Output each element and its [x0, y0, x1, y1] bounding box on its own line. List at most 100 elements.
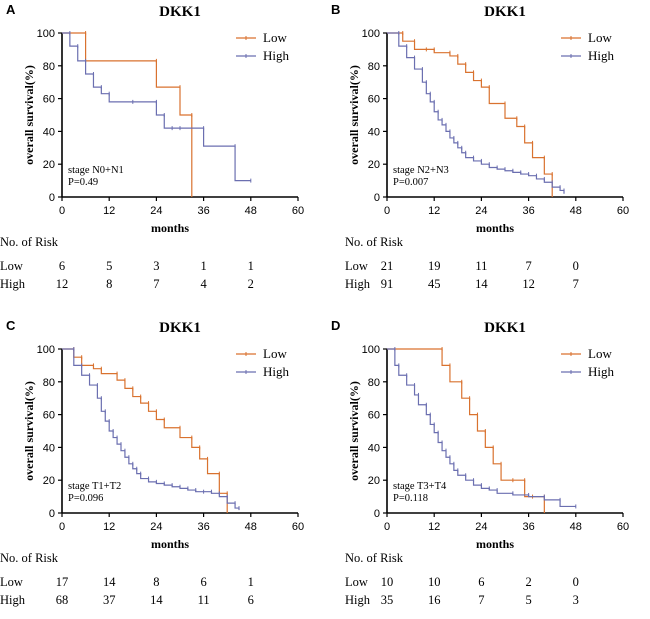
risk-value: 5	[525, 593, 531, 607]
x-tick-label: 48	[245, 521, 257, 533]
panel-c: C DKK1 0 20 40 60 80 100 0 12 24 36 48 60 months overal…	[0, 316, 325, 619]
x-tick-label: 36	[522, 205, 534, 217]
x-tick-label: 48	[570, 205, 582, 217]
legend-label-high: High	[588, 48, 615, 63]
stat-annotation: P=0.118	[393, 493, 428, 504]
y-axis-title: overall survival(%)	[347, 381, 361, 481]
risk-value: 17	[56, 575, 69, 589]
risk-table-header: No. of Risk	[345, 551, 404, 565]
risk-row-label: Low	[0, 259, 23, 273]
risk-row-label: High	[0, 593, 26, 607]
risk-value: 10	[428, 575, 441, 589]
risk-value: 2	[248, 277, 254, 291]
series-line-high	[62, 32, 251, 182]
y-tick-label: 60	[368, 94, 380, 106]
y-axis-title: overall survival(%)	[347, 65, 361, 165]
risk-value: 0	[573, 259, 579, 273]
x-tick-label: 60	[617, 521, 629, 533]
legend-label-high: High	[588, 364, 615, 379]
y-tick-label: 80	[368, 377, 380, 389]
panel-label: C	[6, 318, 16, 333]
stat-annotation: stage N2+N3	[393, 165, 449, 176]
risk-value: 14	[475, 277, 488, 291]
y-tick-label: 20	[43, 475, 55, 487]
y-tick-label: 40	[43, 126, 55, 138]
x-tick-label: 48	[245, 205, 257, 217]
y-tick-label: 100	[37, 344, 55, 356]
y-tick-label: 0	[49, 508, 55, 520]
x-tick-label: 36	[197, 521, 209, 533]
risk-value: 35	[381, 593, 394, 607]
stat-annotation: stage T1+T2	[68, 481, 121, 492]
risk-value: 10	[381, 575, 394, 589]
x-tick-label: 12	[428, 205, 440, 217]
panel-a: A DKK1 0 20 40 60 80 100 0 12 24 36 48 60 months overal…	[0, 0, 325, 303]
y-tick-label: 40	[368, 126, 380, 138]
risk-value: 3	[153, 259, 159, 273]
risk-value: 6	[248, 593, 254, 607]
risk-value: 6	[478, 575, 484, 589]
risk-value: 45	[428, 277, 441, 291]
risk-value: 12	[522, 277, 535, 291]
x-tick-label: 48	[570, 521, 582, 533]
x-tick-label: 0	[384, 205, 390, 217]
risk-value: 91	[381, 277, 394, 291]
km-chart: C DKK1 0 20 40 60 80 100 0 12 24 36 48 60 months overal…	[0, 318, 304, 607]
chart-title: DKK1	[159, 320, 201, 336]
km-chart: B DKK1 0 20 40 60 80 100 0 12 24 36 48 60 months overal…	[331, 2, 629, 291]
series-line-high	[387, 32, 565, 194]
risk-table-header: No. of Risk	[0, 551, 59, 565]
legend-label-low: Low	[263, 346, 287, 361]
y-tick-label: 100	[362, 344, 380, 356]
y-tick-label: 80	[43, 61, 55, 73]
panel-label: D	[331, 318, 340, 333]
y-tick-label: 0	[374, 192, 380, 204]
risk-row-label: High	[345, 277, 371, 291]
risk-value: 1	[248, 259, 254, 273]
risk-value: 14	[150, 593, 163, 607]
risk-value: 7	[573, 277, 579, 291]
x-tick-label: 0	[59, 205, 65, 217]
panel-b: B DKK1 0 20 40 60 80 100 0 12 24 36 48 60 months overal…	[325, 0, 650, 303]
risk-value: 3	[573, 593, 579, 607]
series-line-low	[387, 32, 553, 197]
panel-label: B	[331, 2, 340, 17]
series-line-high	[62, 348, 240, 510]
risk-value: 16	[428, 593, 441, 607]
x-tick-label: 36	[197, 205, 209, 217]
risk-row-label: Low	[0, 575, 23, 589]
x-axis-title: months	[151, 537, 189, 551]
risk-value: 14	[103, 575, 116, 589]
stat-annotation: P=0.007	[393, 177, 428, 188]
x-tick-label: 12	[428, 521, 440, 533]
series-line-low	[62, 32, 193, 197]
x-axis-title: months	[476, 221, 514, 235]
x-tick-label: 0	[384, 521, 390, 533]
legend-label-low: Low	[588, 30, 612, 45]
y-tick-label: 60	[368, 410, 380, 422]
legend-label-high: High	[263, 364, 290, 379]
stat-annotation: P=0.096	[68, 493, 103, 504]
x-tick-label: 60	[292, 521, 304, 533]
risk-row-label: High	[0, 277, 26, 291]
risk-value: 11	[198, 593, 210, 607]
y-tick-label: 0	[374, 508, 380, 520]
risk-row-label: Low	[345, 575, 368, 589]
y-axis-title: overall survival(%)	[22, 65, 36, 165]
x-tick-label: 60	[292, 205, 304, 217]
y-tick-label: 100	[37, 28, 55, 40]
y-tick-label: 40	[368, 442, 380, 454]
y-tick-label: 60	[43, 94, 55, 106]
risk-value: 12	[56, 277, 69, 291]
chart-title: DKK1	[484, 4, 526, 20]
risk-value: 19	[428, 259, 441, 273]
risk-value: 5	[106, 259, 112, 273]
risk-value: 7	[478, 593, 484, 607]
y-tick-label: 20	[43, 159, 55, 171]
x-tick-label: 24	[475, 521, 487, 533]
risk-value: 7	[525, 259, 531, 273]
x-axis-title: months	[476, 537, 514, 551]
